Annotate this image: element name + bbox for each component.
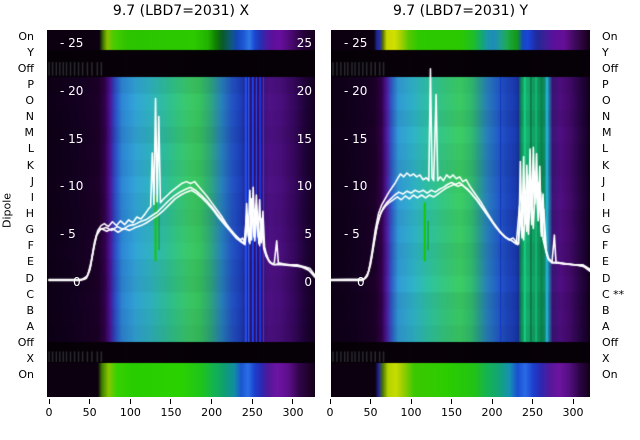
row-label-right-j: J [602, 174, 606, 188]
inner-ytick-right-20: 20 [296, 83, 312, 98]
inner-ytick-right-25: 25 [296, 36, 312, 50]
row-label-left-off: Off [17, 61, 34, 75]
inner-ytick-right-15: 15 [296, 131, 312, 146]
inner-ytick-left-20: - 20 [344, 83, 368, 98]
row-label-right-f: F [602, 239, 609, 253]
x-tick-mark [170, 399, 172, 404]
row-label-right-o: O [602, 94, 611, 108]
row-label-right-i: I [602, 190, 606, 204]
x-tick-mark [532, 399, 533, 404]
inner-ytick-right-0: 0 [304, 275, 312, 289]
row-label-right-p: P [602, 77, 609, 91]
row-label-left-h: H [25, 207, 34, 221]
row-label-left-j: J [30, 174, 34, 188]
inner-ytick-left-0: 0 [357, 275, 365, 289]
row-label-left-p: P [27, 77, 34, 91]
inner-ytick-left-25: - 25 [60, 36, 84, 50]
heatmap-panel-x [47, 30, 315, 397]
row-label-right-l: L [602, 142, 609, 156]
x-tick-mark [48, 399, 50, 404]
inner-ytick-left-15: - 15 [344, 131, 368, 146]
inner-ytick-left-25: - 25 [344, 36, 368, 50]
x-tick-mark [572, 399, 574, 404]
x-tick-label-150: 150 [160, 406, 182, 419]
row-label-right-n: N [602, 110, 611, 124]
inner-ytick-left-0: 0 [73, 275, 81, 289]
x-tick-mark [410, 399, 412, 404]
x-tick-label-100: 100 [400, 406, 422, 419]
row-label-right-d: D [602, 271, 611, 285]
row-label-right-c: C ** [602, 287, 625, 301]
x-tick-label-250: 250 [241, 406, 263, 419]
row-label-left-a: A [26, 320, 34, 334]
inner-ytick-left-10: - 10 [344, 179, 368, 194]
row-label-right-off: Off [602, 336, 619, 350]
row-label-left-x: X [26, 352, 34, 366]
row-label-left-c: C [26, 287, 34, 301]
row-label-left-m: M [24, 126, 35, 140]
x-tick-label-50: 50 [82, 406, 97, 419]
x-tick-mark [89, 399, 91, 404]
x-tick-label-300: 300 [562, 406, 584, 419]
x-tick-mark [370, 399, 371, 404]
x-tick-mark [292, 399, 294, 404]
inner-ytick-left-5: - 5 [60, 227, 76, 242]
x-tick-label-200: 200 [201, 406, 223, 419]
heatmap-panel-y [331, 30, 590, 397]
row-label-left-off: Off [17, 336, 34, 350]
row-label-left-n: N [25, 110, 34, 124]
row-label-right-m: M [602, 126, 612, 140]
row-label-right-k: K [602, 158, 610, 172]
row-label-left-i: I [30, 190, 34, 204]
left-panel-title: 9.7 (LBD7=2031) X [112, 3, 250, 19]
inner-ytick-right-5: 5 [304, 227, 312, 242]
row-label-right-a: A [602, 320, 610, 334]
row-label-left-b: B [26, 303, 34, 317]
row-label-right-off: Off [602, 61, 619, 75]
row-label-right-on: On [602, 368, 618, 382]
row-label-right-g: G [602, 223, 611, 237]
row-label-left-y: Y [27, 45, 34, 59]
x-tick-mark [211, 399, 213, 404]
right-panel-title: 9.7 (LBD7=2031) Y [392, 3, 529, 19]
dipole-axis-label: Dipole [0, 192, 14, 229]
x-tick-label-150: 150 [441, 406, 462, 419]
row-label-left-f: F [27, 239, 34, 253]
x-tick-label-300: 300 [282, 406, 304, 419]
inner-ytick-left-15: - 15 [60, 131, 84, 146]
x-tick-mark [251, 399, 253, 404]
row-label-right-b: B [602, 303, 610, 317]
row-label-right-x: X [602, 352, 610, 366]
row-label-left-e: E [27, 255, 34, 269]
row-label-left-on: On [18, 29, 34, 43]
row-label-left-g: G [25, 223, 34, 237]
x-tick-label-200: 200 [481, 406, 503, 419]
row-label-left-o: O [25, 94, 34, 108]
x-tick-label-0: 0 [326, 406, 334, 419]
x-tick-label-100: 100 [119, 406, 141, 419]
row-label-right-e: E [602, 255, 609, 269]
x-tick-mark [329, 399, 331, 404]
row-label-right-h: H [602, 207, 611, 221]
inner-ytick-left-5: - 5 [344, 227, 360, 242]
inner-ytick-left-10: - 10 [60, 179, 84, 194]
x-tick-label-0: 0 [45, 406, 53, 419]
x-tick-label-50: 50 [363, 406, 378, 419]
x-tick-label-250: 250 [522, 406, 543, 419]
row-label-left-d: D [25, 271, 34, 285]
x-tick-mark [491, 399, 493, 404]
row-label-right-y: Y [602, 45, 609, 59]
row-label-left-k: K [26, 158, 34, 172]
inner-ytick-left-20: - 20 [60, 83, 84, 98]
row-label-right-on: On [602, 29, 618, 43]
inner-ytick-right-10: 10 [296, 179, 312, 194]
x-tick-mark [129, 399, 131, 404]
x-tick-mark [451, 399, 452, 404]
row-label-left-l: L [27, 142, 34, 156]
row-label-left-on: On [18, 368, 34, 382]
